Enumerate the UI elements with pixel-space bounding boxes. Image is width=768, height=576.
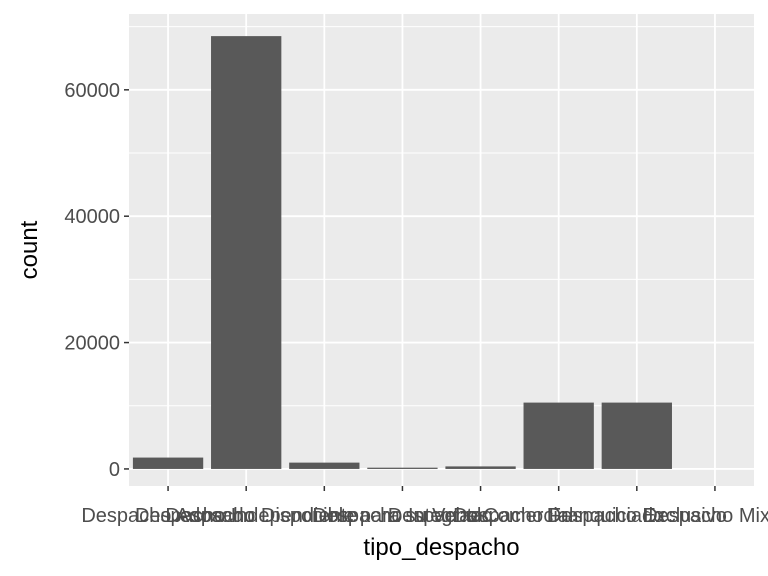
x-tick-label: Despacho Adosado xyxy=(81,505,254,527)
y-axis: 0 20000 40000 60000 xyxy=(64,80,129,481)
y-tick-label: 60000 xyxy=(64,80,120,102)
x-tick-label: Despacho Integrado xyxy=(312,505,492,527)
x-tick-label: Despacho Exclusivo xyxy=(547,505,727,527)
x-tick-label: Despacho Mixto xyxy=(643,505,768,527)
y-tick-label: 0 xyxy=(109,459,120,481)
x-tick-label: Despacho Disponible para su Venta xyxy=(165,505,484,527)
x-axis-title: tipo_despacho xyxy=(363,534,519,561)
bars xyxy=(132,36,672,469)
bar xyxy=(211,36,282,469)
y-tick-label: 40000 xyxy=(64,206,120,228)
bar xyxy=(523,402,594,469)
x-tick-label: Despacho Independiente xyxy=(135,505,357,527)
y-axis-title: count xyxy=(16,220,43,279)
y-tick-label: 20000 xyxy=(64,333,120,355)
bar xyxy=(289,462,360,469)
x-tick-label: Despacho Franquiciado xyxy=(453,505,664,527)
x-tick-label: Despacho Comercial xyxy=(388,505,574,527)
bar xyxy=(367,467,438,469)
bar xyxy=(445,466,516,469)
bar xyxy=(601,402,672,469)
bar xyxy=(132,457,204,469)
